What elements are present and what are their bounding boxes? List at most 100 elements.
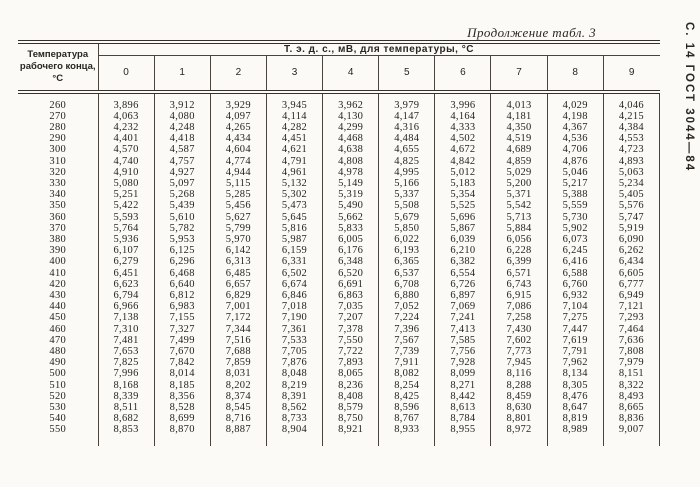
emf-value-cell: 7,275 [546,312,604,324]
emf-value-cell: 6,159 [265,245,323,257]
emf-value-cell: 8,322 [602,379,661,391]
emf-value-cell: 4,248 [153,121,211,134]
emf-value-cell: 5,080 [97,177,155,190]
emf-value-cell: 6,348 [322,256,379,268]
table-body: 260 3,896 3,912 3,929 3,945 3,962 3,979 3,996 4,… [18,91,661,446]
emf-value-cell: 4,265 [209,121,267,134]
emf-value-cell: 4,995 [378,166,435,178]
emf-value-cell: 6,829 [209,289,267,302]
emf-value-cell: 4,978 [322,166,379,178]
emf-value-cell: 4,740 [97,155,155,167]
emf-value-cell: 8,116 [490,368,548,380]
spacer-cell [209,435,267,446]
emf-value-cell: 8,801 [490,413,548,425]
emf-value-cell: 5,115 [209,177,267,190]
emf-value-cell: 4,232 [97,121,155,134]
emf-value-cell: 7,018 [265,301,323,313]
emf-value-cell: 4,553 [602,133,661,145]
emf-value-cell: 6,125 [153,245,211,257]
temperature-cell: 550 [49,424,67,436]
emf-value-cell: 5,627 [209,211,267,223]
table-row: 540 8,682 8,699 8,716 8,733 8,750 8,767 8,784 8,… [18,413,661,425]
emf-value-cell: 6,365 [378,256,435,268]
emf-value-cell: 8,528 [153,401,211,414]
emf-value-cell: 3,979 [378,91,435,111]
emf-value-cell: 8,716 [209,413,267,425]
emf-value-cell: 3,945 [265,91,323,111]
temperature-cell: 530 [49,401,67,413]
emf-value-cell: 6,090 [602,233,661,246]
spacer-cell [434,435,491,446]
emf-value-cell: 6,640 [153,278,211,290]
emf-value-cell: 7,962 [546,357,604,369]
emf-value-cell: 6,760 [546,278,604,290]
table-row: 400 6,279 6,296 6,313 6,331 6,348 6,365 6,382 6,… [18,256,661,268]
emf-value-cell: 8,665 [602,401,661,414]
emf-value-cell: 7,808 [602,345,661,358]
emf-value-cell: 4,164 [434,110,491,122]
emf-value-cell: 6,812 [153,289,211,302]
emf-value-cell: 7,258 [490,312,548,324]
emf-value-cell: 8,202 [209,379,267,391]
table-row: 360 5,593 5,610 5,627 5,645 5,662 5,679 5,696 5,… [18,211,661,223]
emf-value-cell: 5,953 [153,233,211,246]
emf-value-cell: 6,416 [546,256,604,268]
emf-value-cell: 5,422 [97,200,155,212]
emf-value-cell: 6,073 [546,233,604,246]
temperature-cell: 430 [49,289,67,301]
temperature-cell: 330 [49,177,67,189]
emf-value-cell: 7,825 [97,357,155,369]
emf-value-cell: 7,413 [434,323,491,335]
emf-value-cell: 6,039 [434,233,491,246]
emf-value-cell: 6,863 [322,289,379,302]
emf-value-cell: 6,331 [265,256,323,268]
table-row: 430 6,794 6,812 6,829 6,846 6,863 6,880 6,897 6,… [18,289,661,302]
column-header: 7 [490,55,548,94]
emf-value-cell: 4,859 [490,155,548,167]
emf-value-cell: 5,354 [434,189,491,201]
emf-value-cell: 5,559 [546,200,604,212]
emf-value-cell: 5,525 [434,200,491,212]
spacer-cell [490,435,548,446]
temperature-cell: 450 [49,312,67,324]
table-row: 500 7,996 8,014 8,031 8,048 8,065 8,082 8,099 8,… [18,368,661,380]
emf-value-cell: 7,550 [322,334,379,346]
emf-value-cell: 6,296 [153,256,211,268]
temperature-cell: 310 [49,155,67,167]
emf-value-cell: 5,730 [546,211,604,223]
emf-value-cell: 5,371 [490,189,548,201]
temperature-cell: 490 [49,357,67,369]
emf-value-cell: 8,699 [153,413,211,425]
emf-value-cell: 4,961 [265,166,323,178]
emf-value-cell: 8,288 [490,379,548,391]
emf-value-cell: 6,228 [490,245,548,257]
emf-value-cell: 8,647 [546,401,604,414]
emf-value-cell: 7,241 [434,312,491,324]
emf-value-cell: 3,896 [97,91,155,111]
emf-value-cell: 6,880 [378,289,435,302]
emf-value-cell: 8,493 [602,390,661,402]
emf-value-cell: 8,682 [97,413,155,425]
emf-value-cell: 5,850 [378,222,435,234]
emf-value-cell: 6,434 [602,256,661,268]
emf-value-cell: 5,490 [322,200,379,212]
emf-value-cell: 6,691 [322,278,379,290]
emf-value-cell: 7,121 [602,301,661,313]
emf-value-cell: 7,688 [209,345,267,358]
emf-value-cell: 4,029 [546,91,604,111]
emf-value-cell: 7,172 [209,312,267,324]
emf-value-cell: 7,516 [209,334,267,346]
emf-value-cell: 5,764 [97,222,155,234]
emf-value-cell: 4,655 [378,144,435,156]
emf-value-cell: 4,401 [97,133,155,145]
table-row: 370 5,764 5,782 5,799 5,816 5,833 5,850 5,867 5,… [18,222,661,234]
emf-value-cell: 4,808 [322,155,379,167]
emf-value-cell: 4,046 [602,91,661,111]
emf-value-cell: 5,542 [490,200,548,212]
emf-value-cell: 8,134 [546,368,604,380]
temperature-cell: 360 [49,211,67,223]
emf-value-cell: 8,374 [209,390,267,402]
temperature-cell: 280 [49,121,67,133]
emf-value-cell: 8,408 [322,390,379,402]
